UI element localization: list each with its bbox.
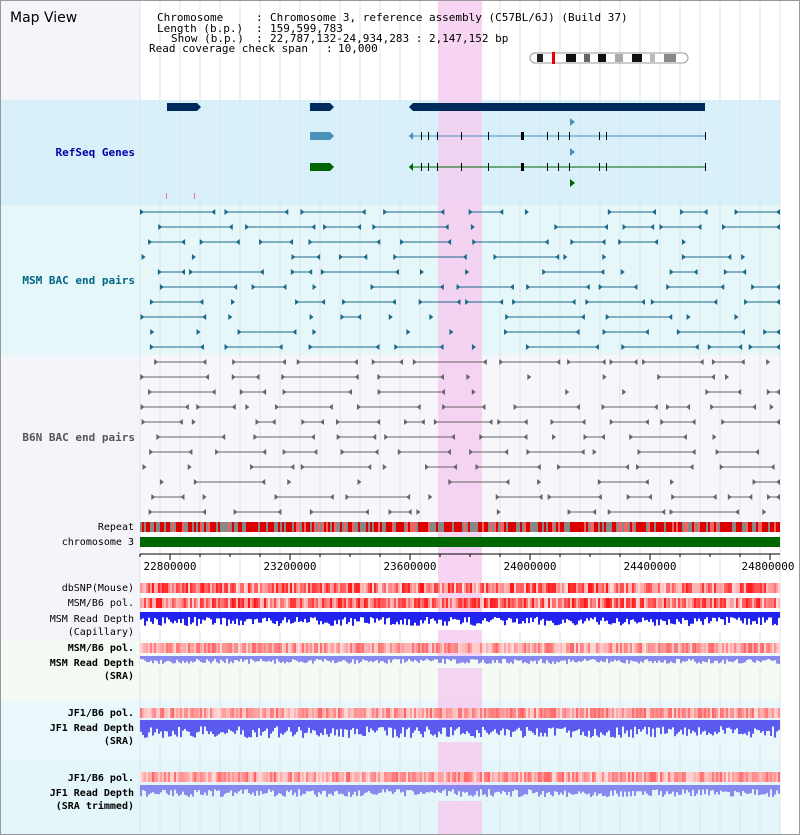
tick-label: 22800000	[144, 560, 197, 573]
chromosome-value: Chromosome 3, reference assembly (C57BL/…	[270, 11, 628, 24]
page-title: Map View	[10, 10, 77, 26]
gene-exons	[421, 132, 706, 171]
chromosome-bar[interactable]	[140, 537, 780, 547]
svg-text::: :	[256, 32, 263, 45]
heatmap-tracks[interactable]	[140, 583, 780, 782]
b6n-bac-label: B6N BAC end pairs	[22, 431, 135, 444]
msm-depth-sra-label: MSM Read Depth	[50, 658, 134, 669]
b6n-bac-pairs[interactable]	[140, 359, 780, 515]
show-value: 22,787,132-24,934,283 : 2,147,152 bp	[270, 32, 508, 45]
jf1-b6-pol-trim-label: JF1/B6 pol.	[68, 773, 134, 784]
svg-text::: :	[326, 42, 333, 55]
gridlines	[139, 0, 781, 835]
dbsnp-label: dbSNP(Mouse)	[62, 583, 134, 594]
msm-b6-pol-sra-label: MSM/B6 pol.	[68, 643, 134, 654]
tick-label: 23200000	[264, 560, 317, 573]
chromosome-ideogram[interactable]	[529, 52, 689, 64]
read-depth-tracks[interactable]	[140, 612, 780, 801]
show-key: Show (b.p.)	[171, 32, 244, 45]
info-block: Chromosome : Chromosome 3, reference ass…	[149, 11, 628, 55]
msm-depth-cap-sub: (Capillary)	[68, 627, 134, 638]
jf1-depth-trim-sub: (SRA trimmed)	[56, 800, 134, 812]
tick-label: 24400000	[624, 560, 677, 573]
msm-bac-label: MSM BAC end pairs	[22, 274, 135, 287]
jf1-b6-pol-label: JF1/B6 pol.	[68, 708, 134, 719]
svg-text::: :	[256, 22, 263, 35]
svg-text::: :	[256, 11, 263, 24]
refseq-label: RefSeq Genes	[56, 146, 135, 159]
jf1-depth-sra-sub: (SRA)	[104, 736, 134, 747]
msm-depth-cap-label: MSM Read Depth	[50, 614, 134, 625]
highlight-region[interactable]	[438, 0, 482, 835]
axis-tick-labels: 22800000 23200000 23600000 24000000 2440…	[144, 560, 795, 573]
jf1-depth-trim-label: JF1 Read Depth	[50, 788, 134, 799]
msm-depth-sra-sub: (SRA)	[104, 671, 134, 682]
position-axis	[139, 553, 780, 560]
read-value: 10,000	[338, 42, 378, 55]
tick-label: 23600000	[384, 560, 437, 573]
msm-b6-pol-label: MSM/B6 pol.	[68, 598, 134, 609]
length-value: 159,599,783	[270, 22, 343, 35]
refseq-genes[interactable]	[166, 103, 705, 199]
length-key: Length (b.p.)	[157, 22, 243, 35]
chromosome-key: Chromosome	[157, 11, 223, 24]
repeat-track[interactable]	[140, 522, 780, 532]
tick-label: 24000000	[504, 560, 557, 573]
msm-bac-pairs[interactable]	[140, 209, 780, 350]
jf1-depth-sra-label: JF1 Read Depth	[50, 723, 134, 734]
read-key: Read coverage check span	[149, 42, 308, 55]
tick-label: 24800000	[742, 560, 795, 573]
repeat-label: Repeat	[98, 522, 134, 533]
chromosome-label: chromosome 3	[62, 537, 134, 548]
